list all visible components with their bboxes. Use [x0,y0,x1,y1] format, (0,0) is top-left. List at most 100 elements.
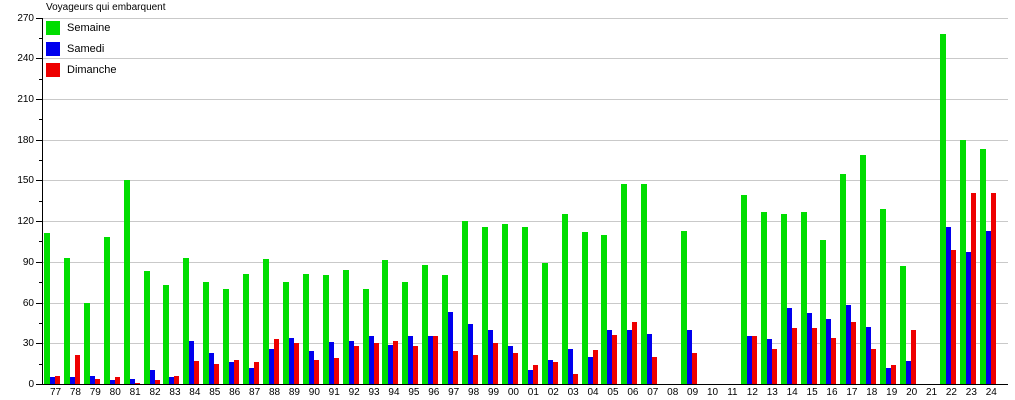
bar-dimanche-94 [393,340,399,384]
x-axis-label: 00 [507,387,519,398]
y-axis-minor-tick [39,241,42,243]
y-axis-label: 120 [17,216,34,228]
gridline [42,139,1008,141]
bar-dimanche-99 [493,343,499,384]
x-axis-label: 19 [886,387,898,398]
bar-samedi-09 [687,329,693,384]
x-axis-label: 91 [328,387,340,398]
legend-swatch-dimanche [46,63,60,77]
x-axis-label: 78 [69,387,81,398]
y-axis-minor-tick [39,160,42,162]
bar-dimanche-00 [512,352,518,384]
x-axis-label: 08 [667,387,679,398]
y-axis-label: 240 [17,53,34,65]
bar-semaine-95 [402,282,409,384]
x-axis-label: 18 [866,387,878,398]
x-axis-label: 80 [109,387,121,398]
bar-samedi-86 [229,362,235,384]
bar-samedi-13 [766,339,772,384]
bar-samedi-95 [408,336,414,384]
bar-samedi-89 [288,337,294,384]
bar-samedi-03 [567,348,573,384]
x-axis-label: 97 [448,387,460,398]
bar-samedi-05 [607,329,613,384]
bar-samedi-24 [985,230,991,384]
bar-semaine-87 [243,274,250,384]
bar-samedi-94 [388,344,394,384]
bar-semaine-06 [621,184,628,384]
x-axis-label: 92 [348,387,360,398]
gridline [42,58,1008,60]
legend-label-semaine: Semaine [67,22,111,34]
bar-semaine-83 [163,284,170,384]
y-axis-label: 180 [17,134,34,146]
bar-dimanche-90 [313,359,319,384]
bar-semaine-77 [44,233,50,384]
x-axis-label: 15 [806,387,818,398]
bar-semaine-14 [780,214,787,384]
bar-dimanche-84 [194,360,200,384]
bar-samedi-96 [428,336,434,384]
bar-samedi-87 [249,367,255,384]
bar-dimanche-17 [851,321,857,384]
bar-semaine-17 [840,173,847,384]
bar-semaine-07 [641,184,648,384]
bar-semaine-78 [63,257,70,384]
x-axis-label: 96 [428,387,440,398]
bar-semaine-05 [601,234,608,384]
bar-semaine-15 [800,211,807,384]
bar-semaine-96 [422,264,429,384]
x-axis-label: 24 [985,387,997,398]
x-axis-label: 21 [925,387,938,398]
x-axis-label: 04 [587,387,599,398]
bar-dimanche-82 [154,379,160,384]
x-axis-label: 89 [288,387,300,398]
bar-samedi-93 [368,336,374,384]
bar-samedi-77 [50,377,55,384]
y-axis-label: 30 [22,338,34,350]
bar-dimanche-77 [55,375,60,384]
bar-samedi-23 [965,252,971,384]
y-axis-minor-tick [39,363,42,365]
x-axis-label: 20 [906,387,918,398]
legend-label-dimanche: Dimanche [67,64,117,76]
bar-semaine-91 [322,275,329,384]
x-axis-label: 07 [647,387,659,398]
y-axis-label: 0 [28,379,34,390]
bar-dimanche-85 [214,363,220,384]
y-axis-label: 90 [22,256,34,268]
x-axis-label: 11 [727,387,738,398]
bar-dimanche-87 [254,362,260,384]
x-axis-label: 16 [826,387,838,398]
x-axis-label: 93 [368,387,380,398]
bar-dimanche-96 [433,336,439,384]
bar-dimanche-22 [950,249,956,384]
bar-semaine-92 [342,269,349,384]
bar-semaine-98 [462,221,469,384]
bar-dimanche-20 [911,329,917,384]
gridline [42,98,1008,100]
x-axis-label: 22 [945,387,957,398]
bar-dimanche-91 [333,358,339,384]
x-axis-line [42,384,1008,385]
y-axis-minor-tick [39,37,42,39]
bar-samedi-78 [69,377,75,384]
bar-samedi-80 [109,379,115,384]
bar-dimanche-07 [652,356,658,384]
y-axis-label: 210 [17,93,34,105]
y-axis-tick [36,261,42,263]
bar-samedi-12 [746,336,752,384]
bar-semaine-13 [760,211,767,384]
gridline [42,17,1008,19]
x-axis-label: 98 [468,387,480,398]
bar-samedi-16 [826,318,832,384]
bar-semaine-18 [860,154,867,384]
bar-dimanche-95 [413,345,419,384]
bar-samedi-01 [527,370,533,384]
x-axis-label: 90 [308,387,320,398]
x-axis-label: 23 [965,387,977,398]
bar-semaine-19 [880,208,887,384]
y-axis-tick [36,180,42,182]
